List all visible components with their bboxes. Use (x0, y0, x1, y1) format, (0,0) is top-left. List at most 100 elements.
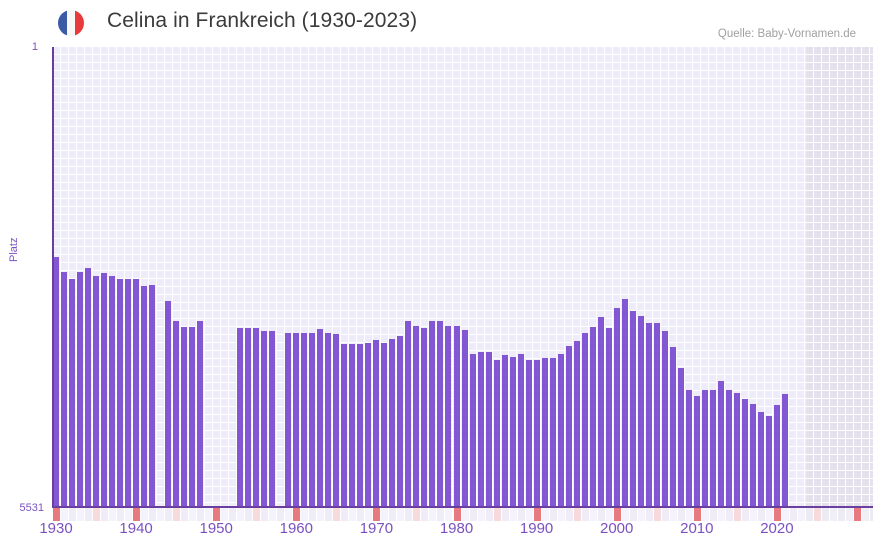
bar-1957[interactable] (269, 330, 276, 507)
bar-2005[interactable] (653, 323, 660, 507)
bar-2000[interactable] (613, 308, 620, 507)
x-tick-1978 (437, 508, 445, 521)
bar-1980[interactable] (453, 326, 460, 507)
bar-1963[interactable] (317, 328, 324, 507)
bar-1982[interactable] (469, 353, 476, 507)
bar-2004[interactable] (645, 323, 652, 507)
bar-2020[interactable] (773, 404, 780, 507)
bar-1983[interactable] (477, 352, 484, 507)
bar-1960[interactable] (293, 333, 300, 507)
bar-2019[interactable] (765, 416, 772, 507)
bar-1948[interactable] (197, 321, 204, 507)
bar-1992[interactable] (549, 358, 556, 507)
bar-2018[interactable] (757, 412, 764, 507)
bar-2001[interactable] (621, 298, 628, 507)
x-tick-1999 (605, 508, 613, 521)
bar-2009[interactable] (685, 390, 692, 507)
bar-1964[interactable] (325, 333, 332, 507)
bar-1999[interactable] (605, 328, 612, 507)
bar-2016[interactable] (741, 398, 748, 507)
bar-1934[interactable] (85, 268, 92, 507)
bar-1996[interactable] (581, 333, 588, 507)
bar-2011[interactable] (701, 389, 708, 507)
bar-1970[interactable] (373, 339, 380, 507)
bar-1987[interactable] (509, 357, 516, 507)
bar-2003[interactable] (637, 315, 644, 507)
x-tick-2006 (661, 508, 669, 521)
bar-1962[interactable] (309, 333, 316, 507)
x-tick-2024 (805, 508, 813, 521)
bar-1975[interactable] (413, 326, 420, 507)
bar-1994[interactable] (565, 346, 572, 507)
bar-1956[interactable] (261, 330, 268, 507)
y-axis-line (52, 47, 54, 507)
bar-1933[interactable] (77, 271, 84, 507)
bar-2006[interactable] (661, 331, 668, 507)
bar-1937[interactable] (109, 276, 116, 507)
bar-1940[interactable] (133, 279, 140, 507)
bar-1936[interactable] (101, 272, 108, 507)
bar-1944[interactable] (165, 301, 172, 507)
x-tick-1987 (509, 508, 517, 521)
bar-1931[interactable] (61, 271, 67, 507)
bar-1942[interactable] (149, 284, 156, 507)
bar-1945[interactable] (173, 321, 180, 507)
bar-2021[interactable] (781, 393, 788, 507)
bar-1991[interactable] (541, 358, 548, 507)
bar-1932[interactable] (69, 278, 76, 507)
bar-1978[interactable] (437, 321, 444, 507)
bar-1989[interactable] (525, 359, 532, 507)
bar-1995[interactable] (573, 340, 580, 507)
bar-2013[interactable] (717, 381, 724, 507)
bar-1969[interactable] (365, 343, 372, 507)
bar-1968[interactable] (357, 343, 364, 507)
bar-1959[interactable] (285, 333, 292, 507)
x-tick-2022 (789, 508, 797, 521)
bar-1946[interactable] (181, 327, 188, 507)
bar-1984[interactable] (485, 352, 492, 507)
bar-1990[interactable] (533, 359, 540, 507)
bar-2010[interactable] (693, 396, 700, 507)
bar-1967[interactable] (349, 343, 356, 507)
bar-1979[interactable] (445, 325, 452, 507)
bar-1986[interactable] (501, 354, 508, 507)
bar-2007[interactable] (669, 347, 676, 507)
bar-2017[interactable] (749, 403, 756, 507)
bar-1955[interactable] (253, 328, 260, 507)
x-axis-line (52, 506, 873, 508)
bar-1935[interactable] (93, 276, 100, 507)
bar-1930[interactable] (53, 257, 59, 507)
x-tick-1960 (293, 508, 301, 521)
bar-2012[interactable] (709, 389, 716, 507)
x-tick-1975 (413, 508, 421, 521)
bar-1988[interactable] (517, 353, 524, 507)
x-tick-1955 (253, 508, 261, 521)
bar-1974[interactable] (405, 321, 412, 507)
bar-1997[interactable] (589, 327, 596, 507)
bar-2014[interactable] (725, 389, 732, 507)
bar-2002[interactable] (629, 311, 636, 507)
bar-1998[interactable] (597, 317, 604, 507)
bar-1939[interactable] (125, 279, 132, 507)
bar-1961[interactable] (301, 333, 308, 507)
bar-1971[interactable] (381, 343, 388, 507)
bar-2008[interactable] (677, 368, 684, 507)
bar-1938[interactable] (117, 279, 124, 507)
bar-1965[interactable] (333, 333, 340, 507)
bar-1973[interactable] (397, 336, 404, 507)
bar-1976[interactable] (421, 328, 428, 507)
bar-1953[interactable] (237, 328, 244, 507)
bar-1954[interactable] (245, 328, 252, 507)
bar-1993[interactable] (557, 353, 564, 507)
x-tick-1994 (565, 508, 573, 521)
bar-1941[interactable] (141, 285, 148, 507)
bar-1981[interactable] (461, 329, 468, 507)
bar-1966[interactable] (341, 343, 348, 507)
bar-1977[interactable] (429, 321, 436, 507)
bar-1947[interactable] (189, 327, 196, 507)
x-tick-2008 (677, 508, 685, 521)
bar-1972[interactable] (389, 338, 396, 507)
bar-2015[interactable] (733, 392, 740, 507)
bar-1985[interactable] (493, 359, 500, 507)
x-tick-1984 (485, 508, 493, 521)
